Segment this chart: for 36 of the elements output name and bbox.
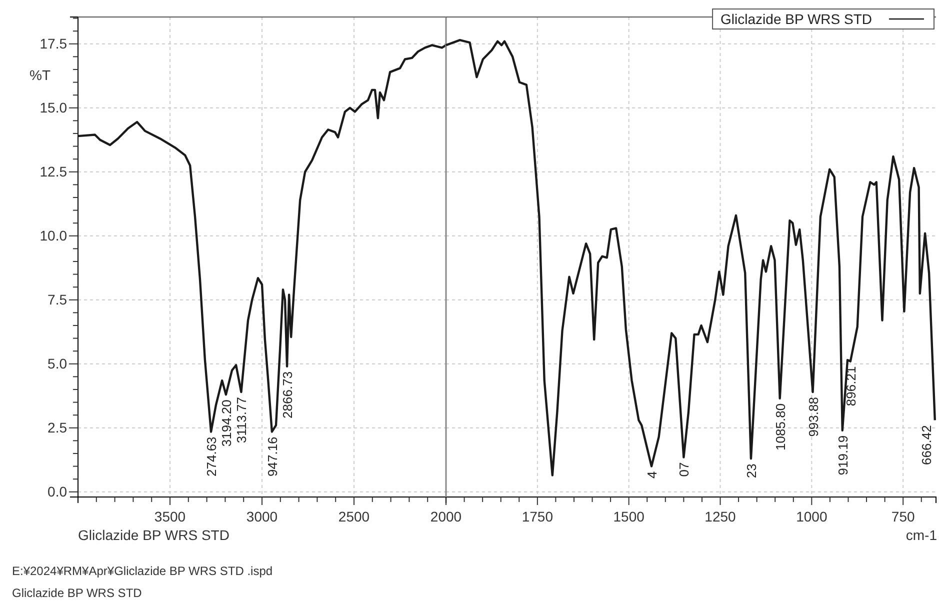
annotation: 274.63 xyxy=(204,436,220,476)
annotation: 07 xyxy=(676,462,692,477)
x-tick-label: 1750 xyxy=(522,508,554,524)
x-tick-label: 750 xyxy=(891,508,915,524)
annotation: 1085.80 xyxy=(772,403,788,450)
x-tick-label: 1250 xyxy=(704,508,736,524)
annotation: 947.16 xyxy=(264,436,280,476)
text: Gliclazide BP WRS STD xyxy=(12,586,142,600)
y-tick-label: 10.0 xyxy=(40,227,68,244)
annotation: 666.42 xyxy=(918,425,934,465)
y-tick-label: 15.0 xyxy=(40,99,68,116)
x-axis-title: cm-1 xyxy=(906,527,938,543)
x-tick-label: 2000 xyxy=(430,508,462,524)
text: Gliclazide BP WRS STD xyxy=(78,527,230,543)
annotation: 993.88 xyxy=(806,397,821,437)
annotation: 896.21 xyxy=(843,366,858,406)
legend-label: Gliclazide BP WRS STD xyxy=(720,11,872,27)
x-tick-label: 1500 xyxy=(613,508,645,524)
x-tick-label: 3000 xyxy=(246,508,278,524)
annotation: 4 xyxy=(644,471,660,479)
text: E:¥2024¥RM¥Apr¥Gliclazide BP WRS STD .ispd xyxy=(12,564,273,578)
y-tick-label: 0.0 xyxy=(48,483,68,500)
annotation: 3113.77 xyxy=(234,397,250,444)
annotation: 2866.73 xyxy=(280,371,296,418)
y-tick-label: 17.5 xyxy=(40,35,68,52)
y-axis-title: %T xyxy=(30,67,51,83)
x-tick-label: 3500 xyxy=(154,508,186,524)
y-tick-label: 2.5 xyxy=(48,419,68,436)
y-tick-label: 7.5 xyxy=(48,291,68,308)
annotation: 3194.20 xyxy=(218,400,234,447)
y-tick-label: 12.5 xyxy=(40,163,68,180)
y-tick-label: 5.0 xyxy=(48,355,68,372)
annotation: 919.19 xyxy=(835,435,850,476)
annotation: 23 xyxy=(744,464,759,478)
x-tick-label: 2500 xyxy=(338,508,370,524)
x-tick-label: 1000 xyxy=(796,508,828,524)
